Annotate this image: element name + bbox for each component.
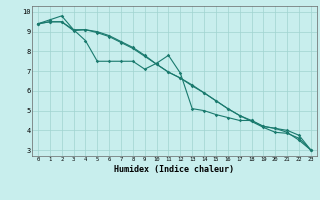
X-axis label: Humidex (Indice chaleur): Humidex (Indice chaleur) bbox=[115, 165, 234, 174]
